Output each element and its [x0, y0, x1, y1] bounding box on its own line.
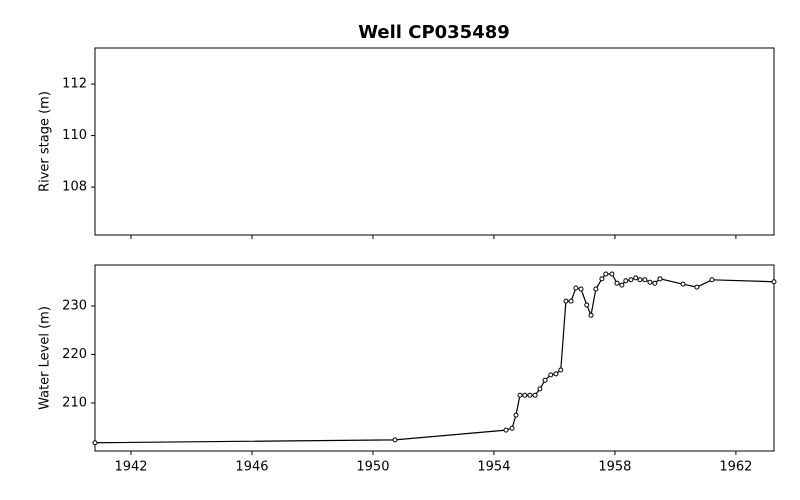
x-tick-label: 1946 — [235, 460, 268, 475]
data-point — [537, 386, 543, 392]
data-point — [614, 280, 620, 286]
chart-title: Well CP035489 — [358, 22, 510, 43]
plot-frame — [94, 47, 775, 236]
data-point — [637, 277, 643, 283]
data-point — [573, 285, 579, 291]
data-point — [553, 371, 559, 377]
data-point — [532, 392, 538, 398]
y-tick-label: 108 — [62, 180, 87, 195]
y-axis-label: Water Level (m) — [38, 306, 53, 410]
data-point — [599, 276, 605, 282]
data-point — [548, 372, 554, 378]
data-point — [568, 298, 574, 304]
x-tick-label: 1962 — [719, 460, 752, 475]
data-point — [680, 281, 686, 287]
data-point — [633, 275, 639, 281]
data-point — [522, 392, 528, 398]
data-point — [578, 286, 584, 292]
data-point — [694, 284, 700, 290]
data-point — [584, 302, 590, 308]
data-point — [542, 377, 548, 383]
y-tick-label: 210 — [62, 395, 87, 410]
data-point — [628, 277, 634, 283]
data-point — [623, 278, 629, 284]
x-tick-label: 1950 — [356, 460, 389, 475]
data-point — [563, 298, 569, 304]
data-point — [647, 279, 653, 285]
plot-frame — [94, 264, 775, 452]
x-tick-label: 1958 — [598, 460, 631, 475]
data-point — [513, 412, 519, 418]
data-point — [509, 425, 515, 431]
y-axis-label: River stage (m) — [38, 91, 53, 192]
data-point — [619, 282, 625, 288]
data-point — [609, 271, 615, 277]
y-tick-label: 230 — [62, 298, 87, 313]
data-point — [92, 440, 98, 446]
data-point — [771, 279, 777, 285]
x-tick-label: 1954 — [477, 460, 510, 475]
data-point — [652, 280, 658, 286]
data-point — [593, 286, 599, 292]
y-tick-label: 220 — [62, 347, 87, 362]
data-line — [94, 273, 775, 444]
data-point — [527, 392, 533, 398]
data-point — [503, 427, 509, 433]
data-point — [392, 437, 398, 443]
data-point — [588, 312, 594, 318]
y-tick-label: 110 — [62, 128, 87, 143]
data-point — [517, 392, 523, 398]
data-point — [603, 271, 609, 277]
data-point — [657, 276, 663, 282]
x-tick-label: 1942 — [114, 460, 147, 475]
data-point — [709, 277, 715, 283]
y-tick-label: 112 — [62, 77, 87, 92]
data-point — [642, 277, 648, 283]
data-point — [558, 367, 564, 373]
